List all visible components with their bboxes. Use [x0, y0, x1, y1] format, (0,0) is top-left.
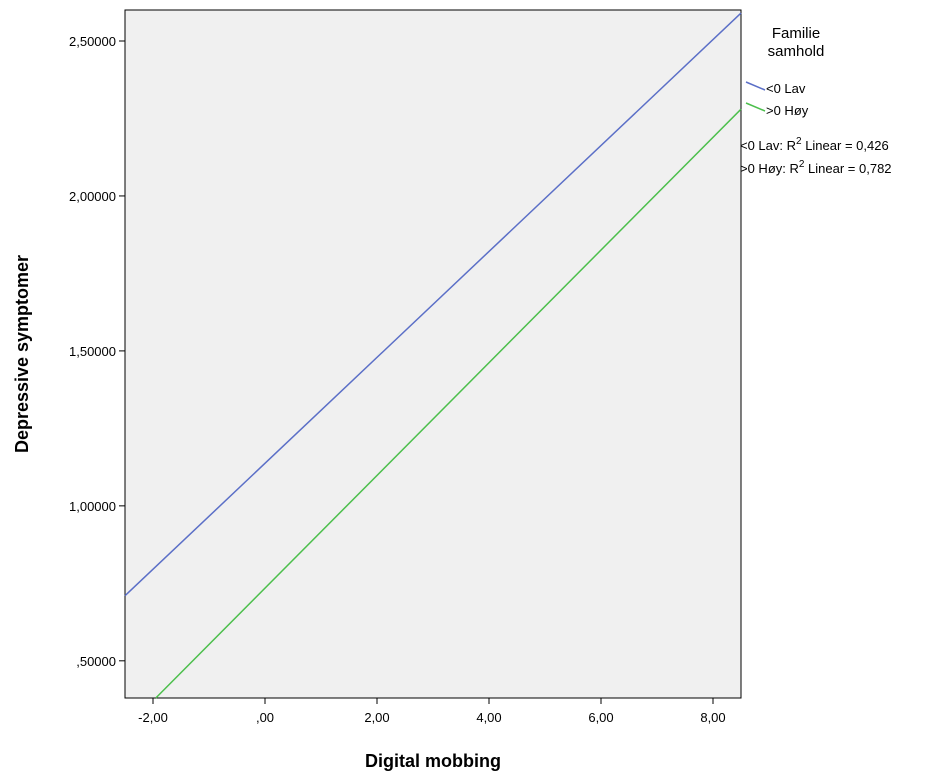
legend-label-lav: <0 Lav	[766, 81, 806, 96]
x-tick-label: 4,00	[476, 710, 501, 725]
legend: Familie samhold <0 Lav >0 Høy <0 Lav: R2…	[740, 25, 892, 176]
plot-area	[124, 9, 742, 699]
fit-lav-prefix: <0 Lav: R	[740, 138, 796, 153]
legend-title-line1: Familie	[772, 25, 820, 42]
fit-label-lav: <0 Lav: R2 Linear = 0,426	[740, 136, 889, 153]
fit-hoy-suffix: Linear = 0,782	[804, 161, 891, 176]
legend-label-hoy: >0 Høy	[766, 103, 809, 118]
fit-lav-suffix: Linear = 0,426	[802, 138, 889, 153]
x-axis-title: Digital mobbing	[365, 751, 501, 771]
x-axis-ticks: -2,00 ,00 2,00 4,00 6,00 8,00	[138, 698, 726, 725]
legend-title-line2: samhold	[768, 43, 825, 60]
y-tick-label: ,50000	[76, 654, 116, 669]
fit-hoy-superscript: 2	[799, 159, 805, 170]
x-tick-label: 8,00	[700, 710, 725, 725]
series-line-0	[124, 12, 742, 597]
fit-hoy-prefix: >0 Høy: R	[740, 161, 799, 176]
x-tick-label: 2,00	[364, 710, 389, 725]
x-tick-label: ,00	[256, 710, 274, 725]
fit-label-hoy: >0 Høy: R2 Linear = 0,782	[740, 159, 892, 176]
y-tick-label: 1,50000	[69, 344, 116, 359]
x-tick-label: -2,00	[138, 710, 168, 725]
fit-lav-superscript: 2	[796, 136, 802, 147]
series-line-1	[155, 108, 742, 699]
legend-swatch-lav	[745, 81, 766, 91]
y-tick-label: 2,00000	[69, 189, 116, 204]
y-tick-label: 1,00000	[69, 499, 116, 514]
y-axis-title: Depressive symptomer	[12, 255, 32, 453]
series-lines	[124, 12, 742, 699]
y-axis-ticks: ,50000 1,00000 1,50000 2,00000 2,50000	[69, 34, 125, 669]
x-tick-label: 6,00	[588, 710, 613, 725]
legend-swatch-hoy	[745, 102, 766, 112]
y-tick-label: 2,50000	[69, 34, 116, 49]
